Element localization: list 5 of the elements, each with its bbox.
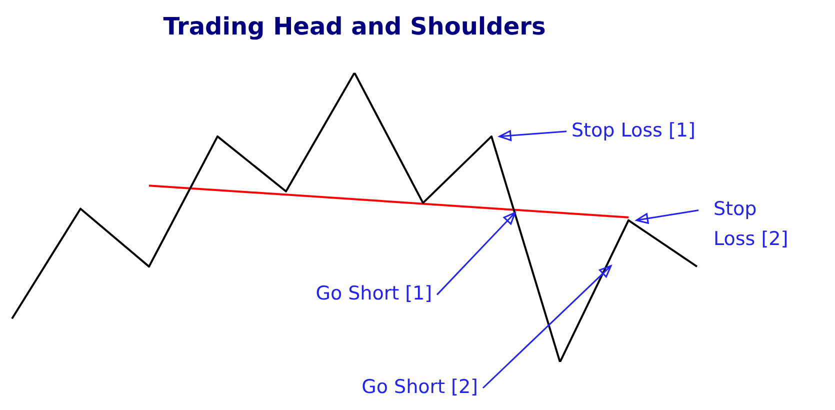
- annotation: Stop Loss [1]: [572, 119, 696, 142]
- chart-title: Trading Head and Shoulders: [163, 12, 546, 41]
- annotation: Stop Loss [2]: [714, 198, 788, 250]
- text: Go Short [2]: [362, 376, 478, 398]
- annotation: Go Short [1]: [316, 282, 432, 305]
